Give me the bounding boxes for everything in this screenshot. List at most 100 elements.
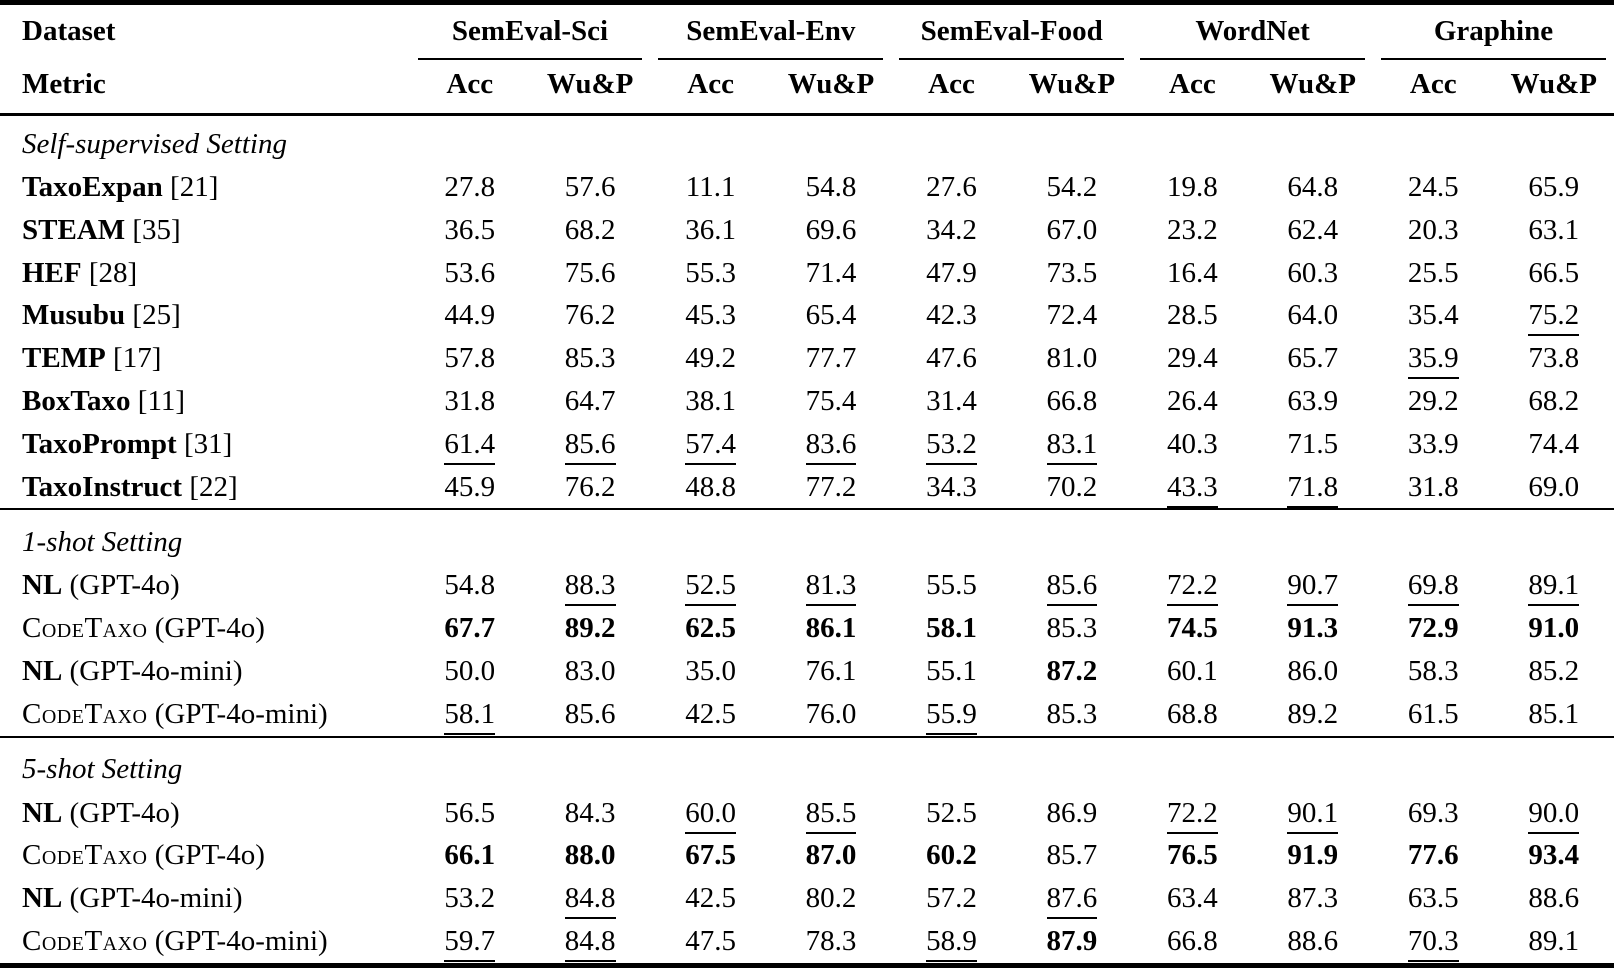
metric-value: 85.6 xyxy=(564,698,616,731)
method-suffix: [31] xyxy=(176,427,233,460)
metric-value: 34.3 xyxy=(926,470,977,503)
metric-value: 67.7 xyxy=(444,612,496,645)
metric-value: 47.5 xyxy=(685,925,736,958)
table-body: Self-supervised Setting TaxoExpan [21] 27.… xyxy=(0,115,1614,966)
metric-value: 38.1 xyxy=(685,385,736,418)
metric-value: 57.4 xyxy=(650,423,770,466)
method-suffix: [35] xyxy=(125,213,181,246)
method-name: NL xyxy=(22,655,63,688)
metric-value: 83.1 xyxy=(1012,423,1132,466)
metric-value: 85.6 xyxy=(530,423,650,466)
method-suffix: [21] xyxy=(162,170,219,203)
metric-header-row: Metric Acc Wu&P Acc Wu&P Acc Wu&P Acc Wu… xyxy=(0,60,1614,116)
method-name: Musubu xyxy=(22,299,126,332)
table-row: CodeTaxo (GPT-4o) 66.1 88.0 67.5 87.0 60.2 85.… xyxy=(0,834,1614,877)
metric-value: 66.1 xyxy=(444,839,496,872)
metric-value: 58.1 xyxy=(926,612,977,645)
table-row: CodeTaxo (GPT-4o-mini) 58.1 85.6 42.5 76.0 55… xyxy=(0,693,1614,737)
metric-value: 31.8 xyxy=(444,385,496,418)
method-suffix: (GPT-4o-mini) xyxy=(62,882,243,915)
metric-value: 69.0 xyxy=(1528,470,1580,503)
metric-value: 72.2 xyxy=(1132,564,1252,607)
method-label: CodeTaxo (GPT-4o-mini) xyxy=(0,920,410,966)
metric-value: 63.5 xyxy=(1407,882,1459,915)
table-row: HEF [28] 53.6 75.6 55.3 71.4 47.9 73.5 16.4 60.3… xyxy=(0,251,1614,294)
method-name: TEMP xyxy=(22,342,106,375)
metric-value: 29.2 xyxy=(1407,385,1459,418)
dataset-corner-label: Dataset xyxy=(22,15,116,47)
table-header: Dataset SemEval-Sci SemEval-Env SemEval-… xyxy=(0,3,1614,116)
table-row: Musubu [25] 44.9 76.2 45.3 65.4 42.3 72.4 28.5 6… xyxy=(0,294,1614,337)
metric-value: 27.8 xyxy=(444,170,496,203)
metric-value: 36.1 xyxy=(685,213,736,246)
metric-value: 61.4 xyxy=(410,423,530,466)
table-row: NL (GPT-4o) 54.8 88.3 52.5 81.3 55.5 85.6 72.2 9… xyxy=(0,564,1614,607)
metric-value: 85.2 xyxy=(1528,655,1580,688)
metric-value: 90.0 xyxy=(1493,791,1614,834)
metric-value: 55.3 xyxy=(685,256,736,289)
metric-value: 29.4 xyxy=(1166,342,1218,375)
metric-value: 64.7 xyxy=(564,385,616,418)
method-label: NL (GPT-4o) xyxy=(0,791,410,834)
metric-value: 65.4 xyxy=(805,299,857,332)
metric-value: 47.9 xyxy=(926,256,977,289)
method-label: HEF [28] xyxy=(0,251,410,294)
metric-value: 69.3 xyxy=(1407,796,1459,829)
section-title: 5-shot Setting xyxy=(0,735,1614,792)
metric-value: 55.9 xyxy=(891,693,1011,737)
method-label: NL (GPT-4o-mini) xyxy=(0,877,410,920)
metric-value: 72.2 xyxy=(1132,791,1252,834)
metric-value: 50.0 xyxy=(444,655,496,688)
metric-value: 84.8 xyxy=(530,877,650,920)
method-name: NL xyxy=(22,882,63,915)
metric-value: 68.8 xyxy=(1166,698,1218,731)
method-name: HEF xyxy=(22,256,82,289)
metric-value: 88.6 xyxy=(1287,925,1339,958)
metric-value: 40.3 xyxy=(1166,427,1218,460)
metric-value: 85.3 xyxy=(1046,612,1098,645)
metric-value: 34.2 xyxy=(926,213,977,246)
metric-value: 64.0 xyxy=(1287,299,1339,332)
method-suffix: (GPT-4o-mini) xyxy=(147,925,328,958)
table-row: BoxTaxo [11] 31.8 64.7 38.1 75.4 31.4 66.8 26.4… xyxy=(0,380,1614,423)
metric-value: 76.5 xyxy=(1166,839,1218,872)
metric-value: 89.2 xyxy=(1287,698,1339,731)
metric-value: 11.1 xyxy=(685,170,736,203)
table-row: NL (GPT-4o-mini) 50.0 83.0 35.0 76.1 55.1 87.2… xyxy=(0,650,1614,693)
method-name: NL xyxy=(22,796,63,829)
group-header-wordnet: WordNet xyxy=(1132,3,1373,61)
metric-value: 81.3 xyxy=(771,564,891,607)
method-suffix: [22] xyxy=(182,470,238,503)
metric-header-acc: Acc xyxy=(650,60,771,116)
metric-value: 70.2 xyxy=(1046,470,1098,503)
metric-value: 71.5 xyxy=(1287,427,1339,460)
method-name: STEAM xyxy=(22,213,126,246)
metric-value: 43.3 xyxy=(1132,465,1252,509)
metric-value: 55.5 xyxy=(926,569,977,602)
metric-value: 63.9 xyxy=(1287,385,1339,418)
method-suffix: [28] xyxy=(81,256,138,289)
metric-value: 28.5 xyxy=(1166,299,1218,332)
group-header-semeval-sci: SemEval-Sci xyxy=(410,3,651,61)
metric-value: 78.3 xyxy=(805,925,857,958)
table-row: NL (GPT-4o-mini) 53.2 84.8 42.5 80.2 57.2 87.6… xyxy=(0,877,1614,920)
table-row: CodeTaxo (GPT-4o) 67.7 89.2 62.5 86.1 58.1 85.… xyxy=(0,607,1614,650)
method-name: CodeTaxo xyxy=(22,698,148,731)
table-row: TaxoPrompt [31] 61.4 85.6 57.4 83.6 53.2 83.1 4… xyxy=(0,423,1614,466)
metric-value: 68.2 xyxy=(564,213,616,246)
metric-corner-label: Metric xyxy=(0,60,410,116)
method-suffix: [11] xyxy=(130,385,186,418)
metric-value: 53.2 xyxy=(444,882,496,915)
metric-value: 60.0 xyxy=(650,791,770,834)
group-header-graphine: Graphine xyxy=(1373,3,1614,61)
metric-value: 47.6 xyxy=(926,342,977,375)
metric-value: 74.5 xyxy=(1166,612,1218,645)
section-row: 1-shot Setting xyxy=(0,508,1614,565)
metric-value: 69.6 xyxy=(805,213,857,246)
metric-value: 87.9 xyxy=(1046,925,1098,958)
metric-value: 73.5 xyxy=(1046,256,1098,289)
group-header-semeval-food: SemEval-Food xyxy=(891,3,1132,61)
metric-value: 74.4 xyxy=(1528,427,1580,460)
metric-header-acc: Acc xyxy=(891,60,1012,116)
